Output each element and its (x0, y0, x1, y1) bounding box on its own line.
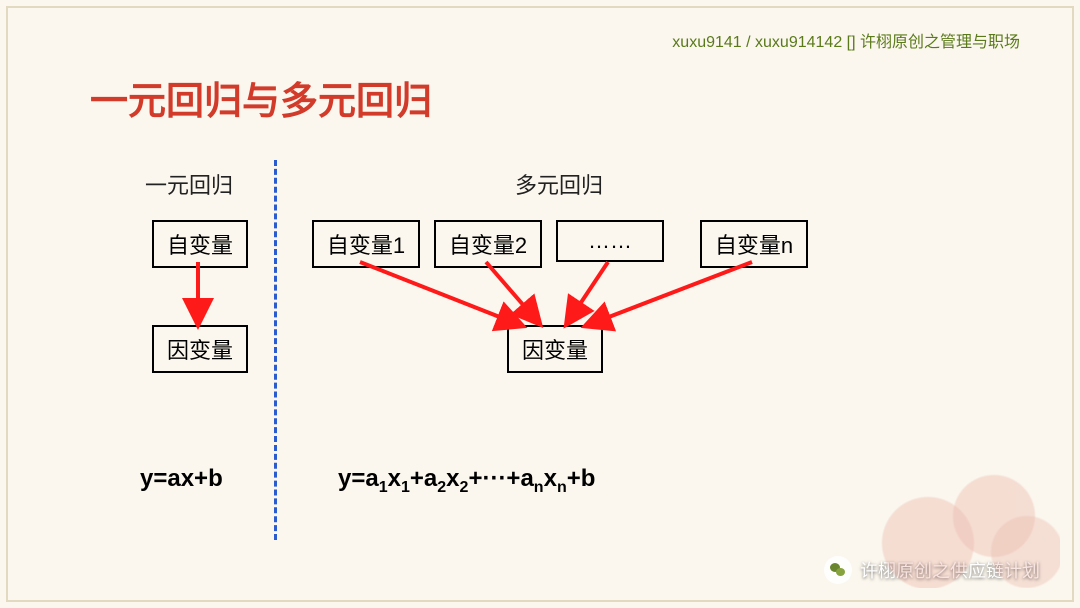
box-simple-independent: 自变量 (152, 220, 248, 268)
box-multi-independent-1: 自变量1 (312, 220, 420, 268)
box-multi-ellipsis: …… (556, 220, 664, 262)
slide: xuxu9141 / xuxu914142 [] 许栩原创之管理与职场 一元回归… (0, 0, 1080, 608)
wechat-icon (824, 556, 852, 584)
right-column-label: 多元回归 (515, 168, 603, 200)
header-attribution: xuxu9141 / xuxu914142 [] 许栩原创之管理与职场 (672, 28, 1020, 52)
vertical-divider (274, 160, 277, 540)
box-multi-dependent: 因变量 (507, 325, 603, 373)
footer-text: 许栩原创之供应链计划 (860, 557, 1040, 583)
box-multi-independent-2: 自变量2 (434, 220, 542, 268)
slide-title: 一元回归与多元回归 (90, 70, 432, 125)
equation-simple: y=ax+b (140, 465, 223, 493)
diagram-area: 一元回归 多元回归 自变量 因变量 自变量1 自变量2 …… 自变量n 因变量 … (0, 150, 1080, 570)
footer: 许栩原创之供应链计划 (824, 556, 1040, 584)
equation-multiple: y=a1x1+a2x2+···+anxn+b (338, 465, 595, 497)
box-simple-dependent: 因变量 (152, 325, 248, 373)
box-multi-independent-n: 自变量n (700, 220, 808, 268)
left-column-label: 一元回归 (145, 168, 233, 200)
